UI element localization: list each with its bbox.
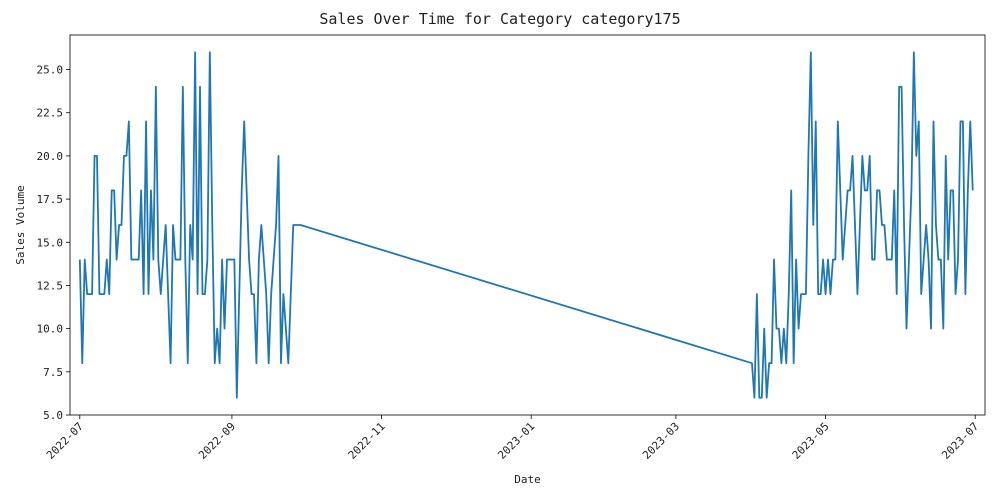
y-tick-label: 15.0 [37,236,64,249]
x-axis-ticks: 2022-07 2022-09 2022-11 2023-01 2023-03 2023-… [44,415,981,462]
y-axis-label: Sales Volume [14,185,27,264]
y-tick-label: 20.0 [37,150,64,163]
y-axis-ticks: 5.0 7.5 10.0 12.5 15.0 17.5 20.0 22.5 25.0 [37,64,70,422]
y-tick-label: 17.5 [37,193,64,206]
y-tick-label: 25.0 [37,64,64,77]
x-tick-label: 2022-11 [346,420,388,462]
y-tick-label: 10.0 [37,323,64,336]
x-tick-label: 2022-07 [44,420,86,462]
x-tick-label: 2023-05 [790,420,832,462]
y-tick-label: 12.5 [37,279,64,292]
x-tick-label: 2023-03 [640,420,682,462]
chart-title: Sales Over Time for Category category175 [319,10,681,28]
y-tick-label: 5.0 [43,409,63,422]
x-tick-label: 2023-07 [939,420,981,462]
x-tick-label: 2022-09 [196,420,238,462]
series-line [78,51,974,399]
x-axis-label: Date [514,473,541,486]
y-tick-label: 22.5 [37,107,64,120]
x-tick-label: 2023-01 [495,420,537,462]
plot-frame [69,34,986,416]
y-tick-label: 7.5 [43,366,63,379]
